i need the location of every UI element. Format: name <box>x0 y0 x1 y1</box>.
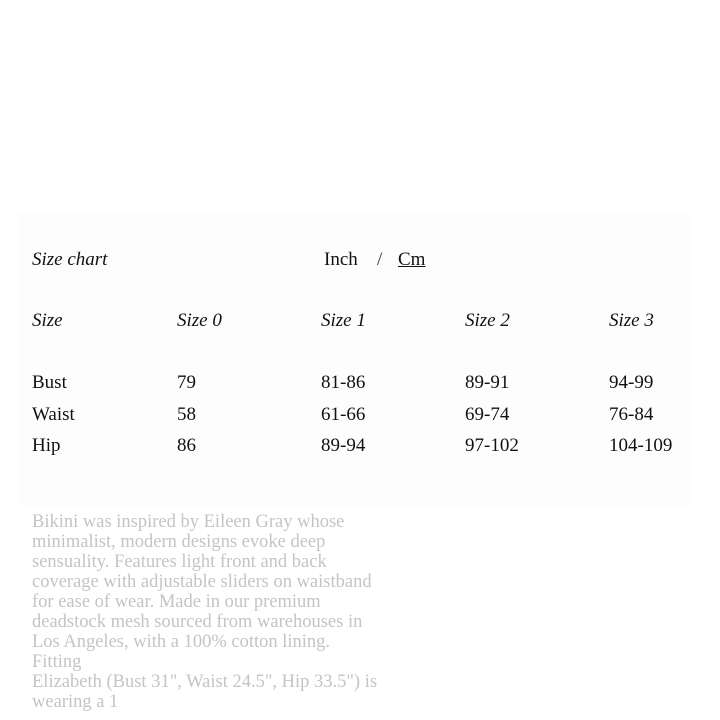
size-chart-panel <box>18 212 692 506</box>
row-label-waist: Waist <box>32 404 75 425</box>
row-label-bust: Bust <box>32 372 67 393</box>
description-line: Elizabeth (Bust 31", Waist 24.5", Hip 33… <box>32 672 378 692</box>
cell: 58 <box>177 404 196 425</box>
product-description-faded: Bikini was inspired by Eileen Gray whose… <box>32 512 692 712</box>
description-line: for ease of wear. Made in our premium <box>32 592 321 612</box>
header-size-0: Size 0 <box>177 310 222 331</box>
size-chart-title: Size chart <box>32 249 108 270</box>
cell: 76-84 <box>609 404 654 425</box>
description-line: Bikini was inspired by Eileen Gray whose <box>32 512 345 532</box>
cell: 61-66 <box>321 404 366 425</box>
description-line: sensuality. Features light front and bac… <box>32 552 327 572</box>
header-size-2: Size 2 <box>465 310 510 331</box>
cell: 79 <box>177 372 196 393</box>
cell: 69-74 <box>465 404 510 425</box>
cell: 104-109 <box>609 435 673 456</box>
description-line: Fitting <box>32 652 82 672</box>
unit-inch-toggle[interactable]: Inch <box>324 249 358 270</box>
header-size-3: Size 3 <box>609 310 654 331</box>
cell: 97-102 <box>465 435 519 456</box>
description-line: Los Angeles, with a 100% cotton lining. <box>32 632 331 652</box>
description-line: deadstock mesh sourced from warehouses i… <box>32 612 363 632</box>
header-size-1: Size 1 <box>321 310 366 331</box>
unit-cm-toggle[interactable]: Cm <box>398 249 426 270</box>
cell: 81-86 <box>321 372 366 393</box>
description-line: wearing a 1 <box>32 692 119 712</box>
cell: 89-91 <box>465 372 510 393</box>
cell: 86 <box>177 435 196 456</box>
cell: 94-99 <box>609 372 654 393</box>
cell: 89-94 <box>321 435 366 456</box>
description-line: minimalist, modern designs evoke deep <box>32 532 326 552</box>
header-size: Size <box>32 310 63 331</box>
description-line: coverage with adjustable sliders on wais… <box>32 572 372 592</box>
row-label-hip: Hip <box>32 435 61 456</box>
unit-separator: / <box>377 249 383 270</box>
